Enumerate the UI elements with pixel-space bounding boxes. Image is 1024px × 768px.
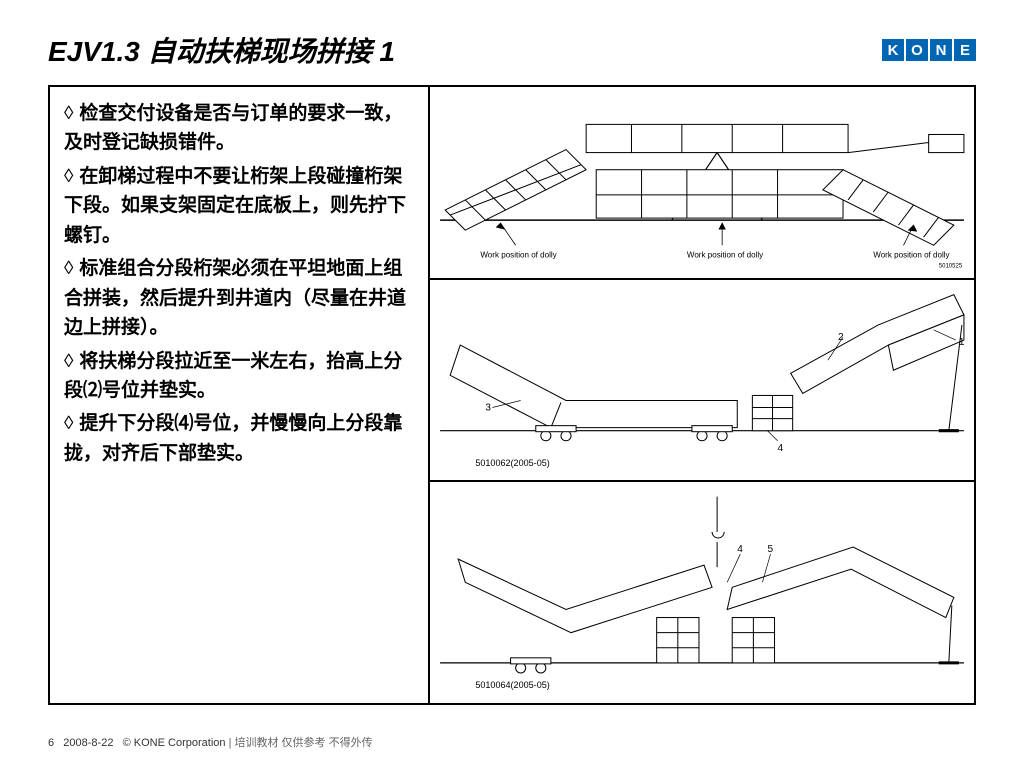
bullet-item: ◊将扶梯分段拉近至一米左右，抬高上分段⑵号位并垫实。 [64, 347, 414, 406]
diagram-label: Work position of dolly [873, 250, 949, 259]
bullet-text: 在卸梯过程中不要让桁架上段碰撞桁架下段。如果支架固定在底板上，则先拧下螺钉。 [64, 166, 406, 246]
bullet-item: ◊标准组合分段桁架必须在平坦地面上组合拼装，然后提升到井道内（尽量在井道边上拼接… [64, 254, 414, 342]
text-panel: ◊检查交付设备是否与订单的要求一致，及时登记缺损错件。 ◊在卸梯过程中不要让桁架… [50, 87, 430, 703]
kone-logo: K O N E [882, 39, 976, 61]
logo-letter: K [882, 39, 904, 61]
logo-letter: N [930, 39, 952, 61]
diagram-label: Work position of dolly [687, 250, 763, 259]
marker: 4 [737, 544, 743, 555]
diagram-panel: Work position of dolly Work position of … [430, 87, 974, 703]
footer-date: 2008-8-22 [63, 737, 113, 749]
bullet-item: ◊在卸梯过程中不要让桁架上段碰撞桁架下段。如果支架固定在底板上，则先拧下螺钉。 [64, 162, 414, 250]
diagram-top: Work position of dolly Work position of … [430, 87, 974, 280]
footer: 6 2008-8-22 © KONE Corporation | 培训教材 仅供… [48, 734, 373, 750]
marker: 3 [485, 402, 491, 413]
bullet-text: 将扶梯分段拉近至一米左右，抬高上分段⑵号位并垫实。 [64, 351, 402, 401]
diagram-ref: 5010525 [939, 263, 963, 269]
page-title: EJV1.3 自动扶梯现场拼接 1 [48, 30, 395, 70]
page-number: 6 [48, 737, 54, 749]
marker: 4 [778, 442, 784, 453]
bullet-text: 检查交付设备是否与订单的要求一致，及时登记缺损错件。 [64, 103, 402, 153]
bullet-marker: ◊ [64, 413, 73, 434]
bullet-marker: ◊ [64, 258, 73, 279]
footer-note: 培训教材 仅供参考 不得外传 [234, 737, 372, 749]
logo-letter: O [906, 39, 928, 61]
bullet-marker: ◊ [64, 103, 73, 124]
logo-letter: E [954, 39, 976, 61]
diagram-middle: 1 2 3 4 5010062(2005-05) [430, 280, 974, 483]
bullet-item: ◊检查交付设备是否与订单的要求一致，及时登记缺损错件。 [64, 99, 414, 158]
marker: 1 [959, 337, 965, 348]
diagram-bottom: 4 5 5010064(2005-05) [430, 482, 974, 703]
footer-copyright: © KONE Corporation [123, 737, 226, 749]
bullet-item: ◊提升下分段⑷号位，并慢慢向上分段靠拢，对齐后下部垫实。 [64, 409, 414, 468]
bullet-marker: ◊ [64, 351, 73, 372]
bullet-text: 提升下分段⑷号位，并慢慢向上分段靠拢，对齐后下部垫实。 [64, 413, 402, 463]
content-frame: ◊检查交付设备是否与订单的要求一致，及时登记缺损错件。 ◊在卸梯过程中不要让桁架… [48, 85, 976, 705]
bullet-text: 标准组合分段桁架必须在平坦地面上组合拼装，然后提升到井道内（尽量在井道边上拼接）… [64, 258, 406, 338]
diagram-label: Work position of dolly [480, 250, 556, 259]
bullet-marker: ◊ [64, 166, 73, 187]
marker: 5 [767, 544, 773, 555]
diagram-ref: 5010064(2005-05) [475, 680, 549, 690]
diagram-ref: 5010062(2005-05) [475, 458, 549, 468]
